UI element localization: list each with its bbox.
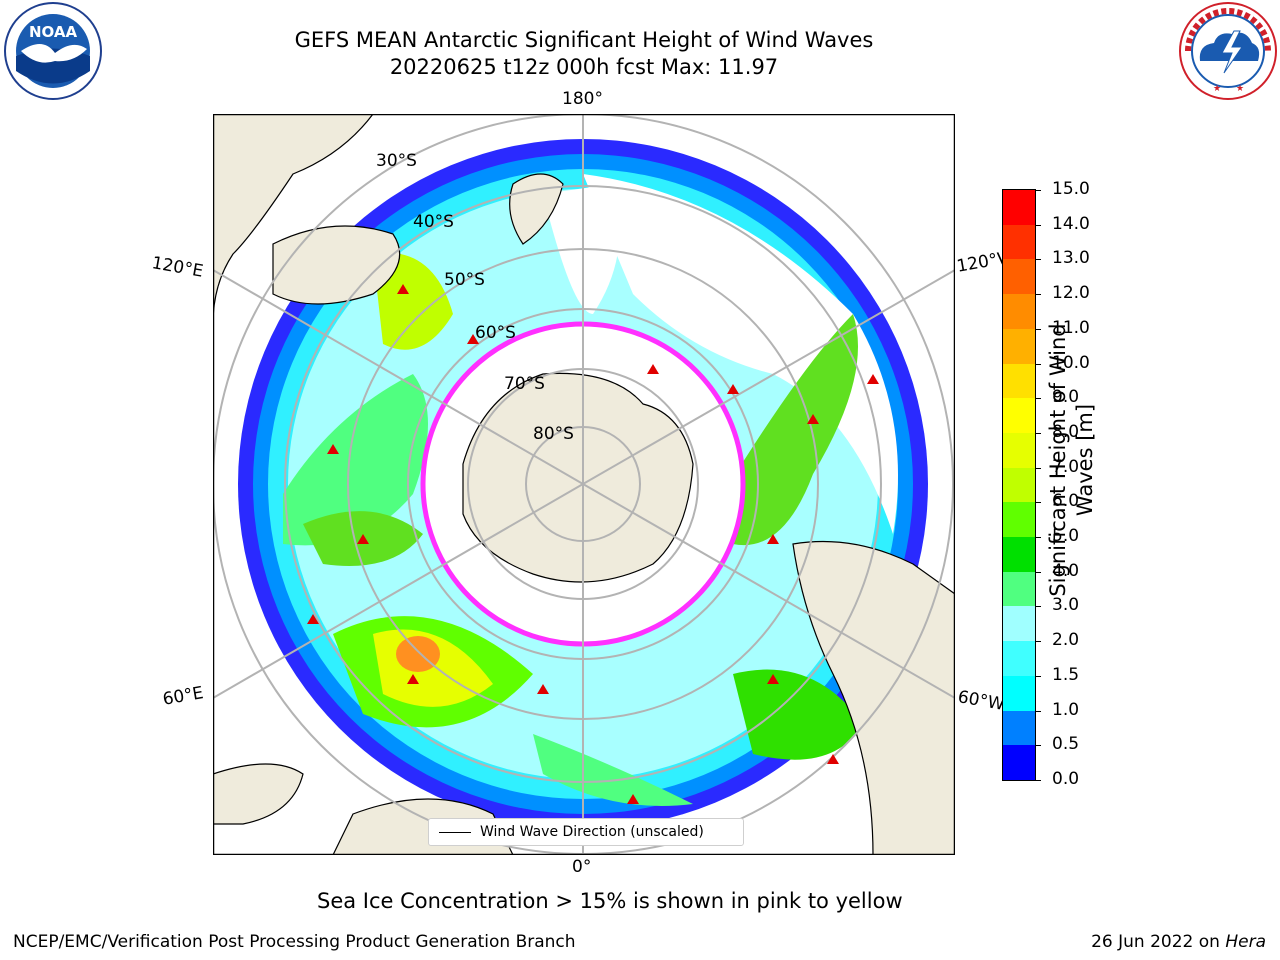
colorbar-tick-mark xyxy=(1035,190,1041,191)
colorbar-segment xyxy=(1003,190,1035,225)
colorbar-segment xyxy=(1003,224,1035,260)
lon-label-0: 0° xyxy=(572,857,592,877)
graticule xyxy=(213,114,955,855)
colorbar-tick-label: 11.0 xyxy=(1052,317,1090,338)
colorbar-tick-label: 12.0 xyxy=(1052,283,1090,304)
colorbar-segment xyxy=(1003,571,1035,607)
colorbar-tick-label: 2.0 xyxy=(1052,630,1080,651)
colorbar-segment xyxy=(1003,328,1035,364)
colorbar-tick-label: 1.0 xyxy=(1052,699,1080,720)
colorbar-tick-mark xyxy=(1035,363,1041,365)
australia-land xyxy=(213,114,374,325)
colorbar-title: Significant Height of Wind Waves [m] xyxy=(1045,310,1099,610)
colorbar-tick-label: 10.0 xyxy=(1052,352,1090,373)
footer-date: 26 Jun 2022 on xyxy=(1091,932,1226,952)
colorbar-segment xyxy=(1003,294,1035,329)
colorbar-segment xyxy=(1003,467,1035,503)
colorbar-segment xyxy=(1003,641,1035,676)
colorbar-tick-mark xyxy=(1035,467,1041,469)
colorbar-tick-mark xyxy=(1035,606,1041,608)
madagascar-land xyxy=(213,763,304,825)
lat-label-50s: 50°S xyxy=(444,270,485,290)
chart-title-line2: 20220625 t12z 000h fcst Max: 11.97 xyxy=(389,55,779,79)
colorbar-tick-mark xyxy=(1035,537,1041,539)
map-panel xyxy=(213,114,955,855)
nws-logo: ★ ★ xyxy=(1178,1,1278,101)
colorbar-tick-mark xyxy=(1035,328,1041,330)
colorbar-tick-label: 4.0 xyxy=(1052,560,1080,581)
colorbar-tick-mark xyxy=(1035,710,1041,712)
colorbar-tick-label: 1.5 xyxy=(1052,664,1080,685)
colorbar-tick-label: 7.0 xyxy=(1052,456,1080,477)
colorbar-tick-label: 14.0 xyxy=(1052,213,1090,234)
lon-label-60w: 60°W xyxy=(956,687,1006,716)
colorbar-tick-mark xyxy=(1035,224,1041,226)
colorbar-segment xyxy=(1003,537,1035,572)
footer-left: NCEP/EMC/Verification Post Processing Pr… xyxy=(13,932,576,952)
colorbar-tick-label: 15.0 xyxy=(1052,179,1090,199)
svg-text:★: ★ xyxy=(1236,84,1244,94)
colorbar-tick-label: 9.0 xyxy=(1052,387,1080,408)
colorbar-tick-mark xyxy=(1035,675,1041,677)
lon-label-120e: 120°E xyxy=(150,253,205,282)
lat-label-40s: 40°S xyxy=(413,212,454,232)
colorbar-segment xyxy=(1003,710,1035,746)
noaa-logo: NOAA xyxy=(3,1,103,101)
legend-line-icon xyxy=(439,831,471,833)
colorbar-segment xyxy=(1003,745,1035,780)
svg-text:★: ★ xyxy=(1213,84,1221,94)
colorbar-tick-label: 5.0 xyxy=(1052,526,1080,547)
footer-host: Hera xyxy=(1225,932,1266,952)
colorbar-tick-mark xyxy=(1035,745,1041,747)
colorbar-segment xyxy=(1003,363,1035,399)
lat-label-70s: 70°S xyxy=(504,374,545,394)
colorbar-tick-mark xyxy=(1035,780,1041,781)
colorbar-segment xyxy=(1003,606,1035,642)
colorbar-tick-mark xyxy=(1035,294,1041,296)
sea-ice-note: Sea Ice Concentration > 15% is shown in … xyxy=(317,889,903,913)
polar-map xyxy=(213,114,955,855)
south-america-land xyxy=(792,540,955,855)
antarctica xyxy=(462,372,694,583)
lat-label-80s: 80°S xyxy=(533,424,574,444)
colorbar-segment xyxy=(1003,398,1035,433)
colorbar-tick-mark xyxy=(1035,398,1041,400)
colorbar-tick-label: 6.0 xyxy=(1052,491,1080,512)
colorbar-segment xyxy=(1003,259,1035,295)
lon-label-180: 180° xyxy=(562,89,603,109)
colorbar-tick-mark xyxy=(1035,571,1041,573)
wind-arrows xyxy=(307,284,879,804)
svg-text:NOAA: NOAA xyxy=(29,23,78,41)
australia-south-land xyxy=(272,225,401,305)
colorbar-label-line2: Waves [m] xyxy=(1073,403,1097,517)
colorbar-tick-label: 0.0 xyxy=(1052,769,1080,789)
colorbar-tick-label: 8.0 xyxy=(1052,421,1080,442)
lon-label-60e: 60°E xyxy=(161,683,205,710)
colorbar-tick-mark xyxy=(1035,432,1041,434)
colorbar-tick-label: 0.5 xyxy=(1052,734,1080,755)
legend-label: Wind Wave Direction (unscaled) xyxy=(480,824,704,840)
colorbar-tick-mark xyxy=(1035,259,1041,261)
map-legend: Wind Wave Direction (unscaled) xyxy=(428,818,744,846)
colorbar-segment xyxy=(1003,675,1035,711)
colorbar-segment xyxy=(1003,502,1035,538)
colorbar-segment xyxy=(1003,432,1035,468)
colorbar-label-line1: Significant Height of Wind xyxy=(1046,323,1070,597)
colorbar-tick-mark xyxy=(1035,641,1041,643)
colorbar-tick-label: 13.0 xyxy=(1052,248,1090,269)
lat-label-60s: 60°S xyxy=(475,323,516,343)
colorbar-tick-mark xyxy=(1035,502,1041,504)
footer-right: 26 Jun 2022 on Hera xyxy=(1091,932,1266,952)
chart-title-line1: GEFS MEAN Antarctic Significant Height o… xyxy=(294,28,874,52)
colorbar-tick-label: 3.0 xyxy=(1052,595,1080,616)
lat-label-30s: 30°S xyxy=(376,151,417,171)
colorbar xyxy=(1002,189,1036,781)
